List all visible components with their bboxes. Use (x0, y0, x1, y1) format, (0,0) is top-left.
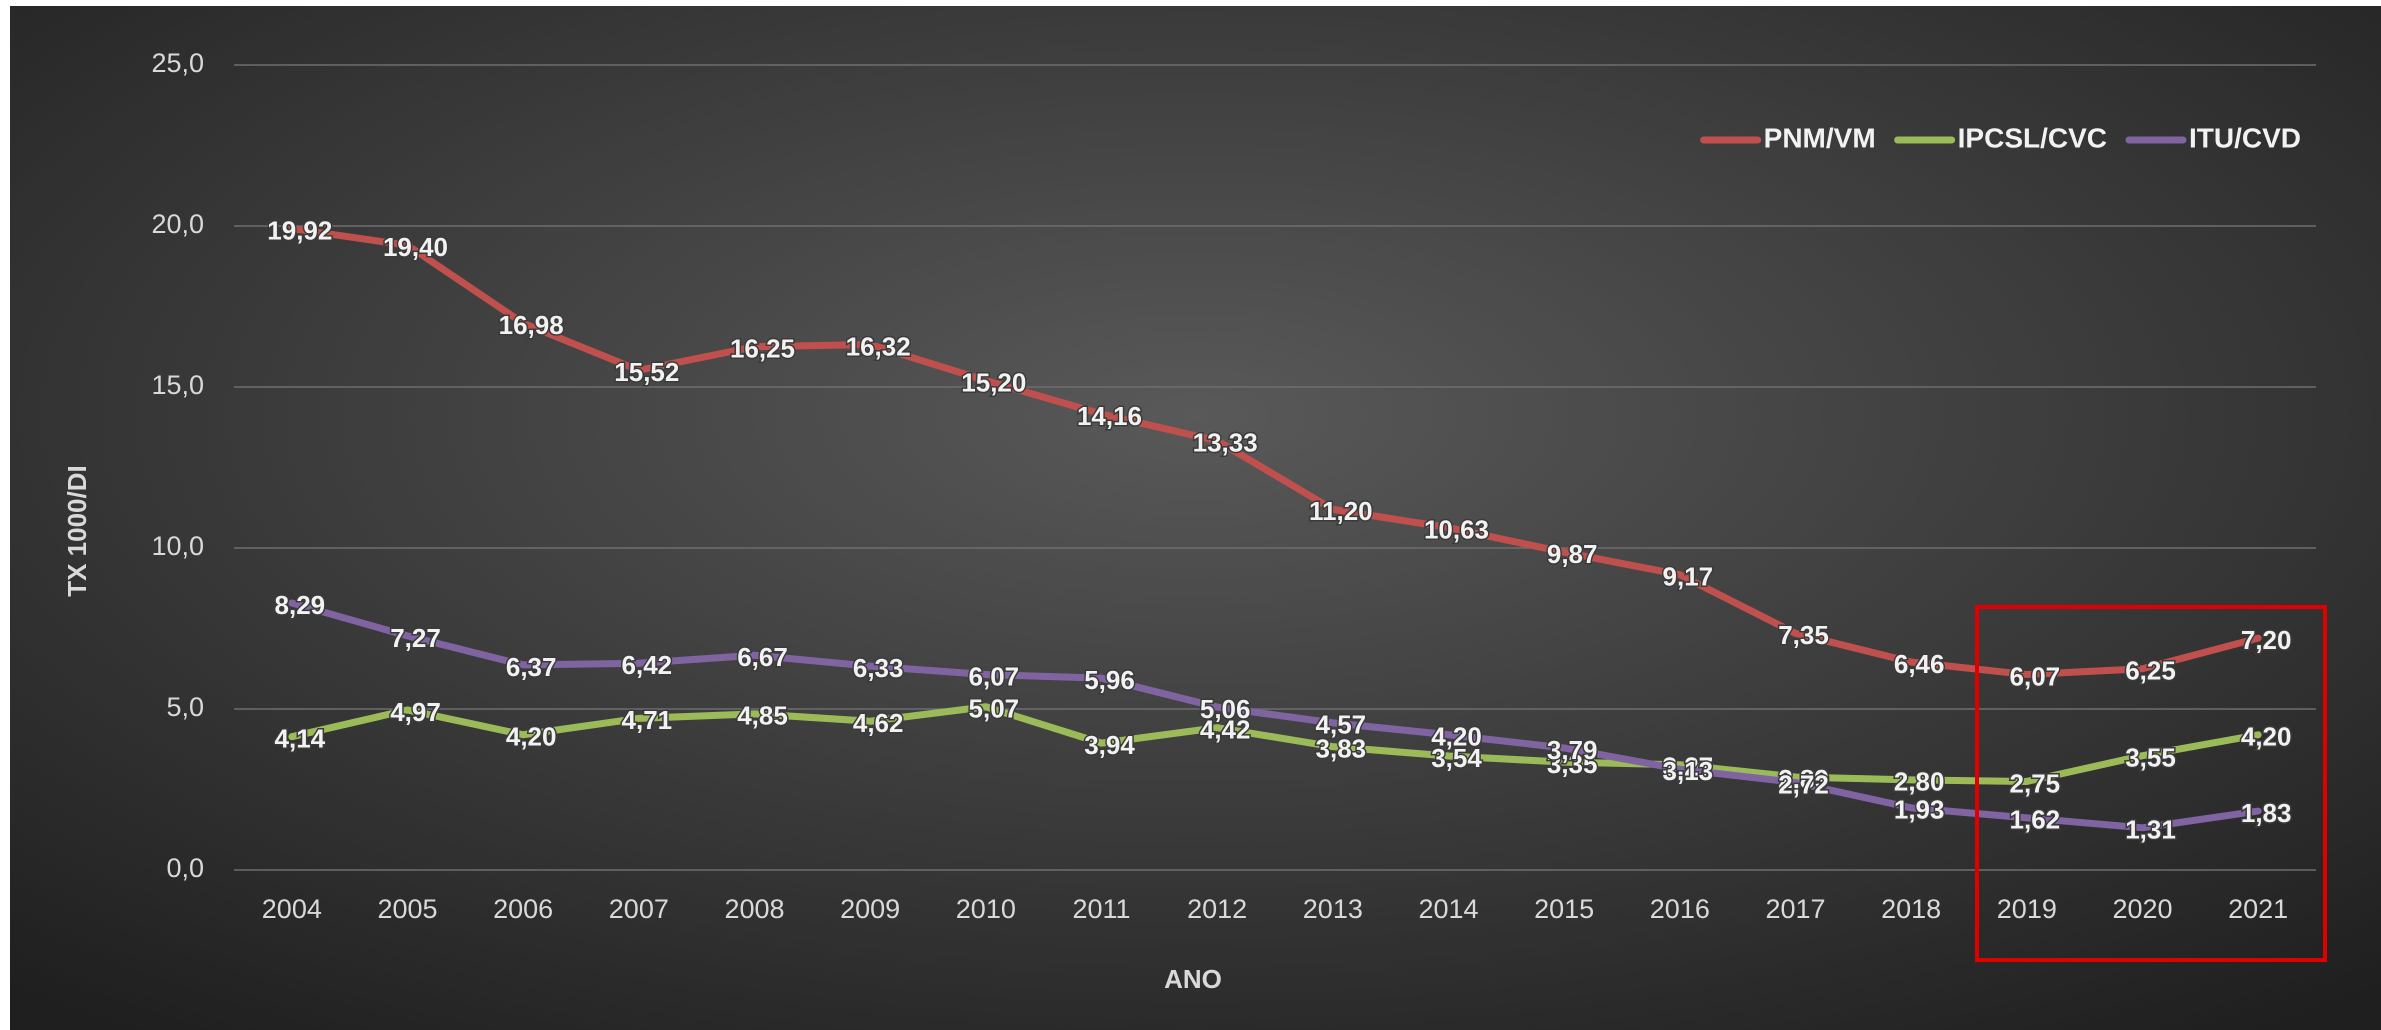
data-label: 16,32 (846, 331, 911, 361)
x-tick-label: 2008 (724, 894, 784, 924)
x-tick-label: 2010 (956, 894, 1016, 924)
x-tick-label: 2017 (1765, 894, 1825, 924)
data-label: 3,55 (2125, 743, 2176, 773)
data-label: 2,75 (2010, 768, 2061, 798)
x-axis-title: ANO (1164, 964, 1222, 994)
data-label: 6,46 (1894, 649, 1945, 679)
data-label: 8,29 (275, 590, 326, 620)
data-label: 9,87 (1547, 539, 1598, 569)
series-line (288, 225, 2262, 679)
data-label: 4,71 (622, 705, 673, 735)
x-tick-label: 2011 (1072, 894, 1130, 924)
data-label: 3,13 (1663, 756, 1714, 786)
plot-area: 0,0 5,0 10,0 15,0 20,0 25,0 2004 2005 2006 2007 20… (151, 48, 2316, 924)
data-label: 5,07 (969, 694, 1020, 724)
data-label: 4,85 (737, 701, 788, 731)
legend-label: PNM/VM (1764, 122, 1876, 153)
data-label: 7,20 (2241, 625, 2292, 655)
y-tick-label: 15,0 (151, 370, 204, 400)
data-label: 3,35 (1547, 749, 1598, 779)
data-label: 19,92 (267, 215, 332, 245)
data-label: 13,33 (1193, 428, 1258, 458)
data-label: 7,35 (1778, 620, 1829, 650)
data-label: 6,25 (2125, 656, 2176, 686)
data-label: 10,63 (1424, 515, 1489, 545)
data-label: 16,98 (499, 310, 564, 340)
data-label: 6,37 (506, 652, 557, 682)
data-label: 11,20 (1309, 496, 1373, 526)
data-label: 4,97 (390, 697, 441, 727)
data-label: 3,27 (1663, 752, 1714, 782)
data-label: 1,93 (1894, 795, 1945, 825)
x-tick-label: 2021 (2228, 894, 2288, 924)
data-label: 5,96 (1084, 665, 1135, 695)
data-label: 15,20 (961, 367, 1026, 397)
data-label: 5,06 (1200, 694, 1251, 724)
x-tick-label: 2014 (1418, 894, 1478, 924)
data-label: 6,07 (2010, 661, 2061, 691)
y-tick-label: 0,0 (166, 853, 204, 883)
data-label: 6,07 (969, 661, 1020, 691)
data-label: 3,79 (1547, 735, 1598, 765)
x-tick-label: 2013 (1303, 894, 1363, 924)
x-tick-label: 2005 (377, 894, 437, 924)
data-label: 15,52 (614, 357, 679, 387)
data-label: 4,57 (1316, 710, 1367, 740)
data-label: 6,33 (853, 653, 904, 683)
x-tick-label: 2019 (1997, 894, 2057, 924)
y-tick-label: 25,0 (151, 48, 204, 78)
data-label: 4,20 (506, 722, 557, 752)
x-tick-label: 2006 (493, 894, 553, 924)
data-label: 19,40 (383, 232, 448, 262)
x-tick-label: 2009 (840, 894, 900, 924)
y-tick-label: 10,0 (151, 531, 204, 561)
data-label: 2,89 (1778, 764, 1829, 794)
data-label: 4,14 (275, 724, 326, 754)
data-label: 1,62 (2010, 805, 2061, 835)
data-label: 4,20 (1431, 722, 1482, 752)
legend-label: IPCSL/CVC (1958, 122, 2107, 153)
data-label: 3,83 (1316, 734, 1367, 764)
data-label: 2,72 (1778, 769, 1829, 799)
data-label: 4,42 (1200, 715, 1251, 745)
series-line (288, 599, 2262, 832)
data-label: 7,27 (390, 623, 441, 653)
data-label: 3,94 (1084, 730, 1135, 760)
x-tick-label: 2012 (1187, 894, 1247, 924)
highlight-box (1975, 605, 2327, 962)
data-label: 2,80 (1894, 767, 1945, 797)
y-tick-label: 20,0 (151, 209, 204, 239)
data-label: 9,17 (1663, 562, 1714, 592)
x-tick-label: 2020 (2112, 894, 2172, 924)
data-label: 6,67 (737, 642, 788, 672)
data-label: 1,31 (2125, 815, 2176, 845)
legend: ITU/CVD IPCSL/CVC PNM/VM (1700, 122, 2301, 153)
data-label: 14,16 (1077, 401, 1142, 431)
x-tick-label: 2018 (1881, 894, 1941, 924)
y-axis-title: TX 1000/DI (62, 465, 92, 597)
data-label: 16,25 (730, 334, 795, 364)
chart-background (10, 6, 2381, 1030)
y-tick-label: 5,0 (166, 692, 204, 722)
series-line (288, 703, 2262, 785)
data-label: 6,42 (622, 650, 673, 680)
data-label: 1,83 (2241, 798, 2292, 828)
legend-label: ITU/CVD (2189, 122, 2301, 153)
x-tick-label: 2016 (1650, 894, 1710, 924)
x-tick-label: 2015 (1534, 894, 1594, 924)
x-tick-label: 2004 (262, 894, 322, 924)
data-label: 4,62 (853, 708, 904, 738)
data-label: 4,20 (2241, 722, 2292, 752)
x-tick-label: 2007 (609, 894, 669, 924)
data-label: 3,54 (1431, 743, 1482, 773)
